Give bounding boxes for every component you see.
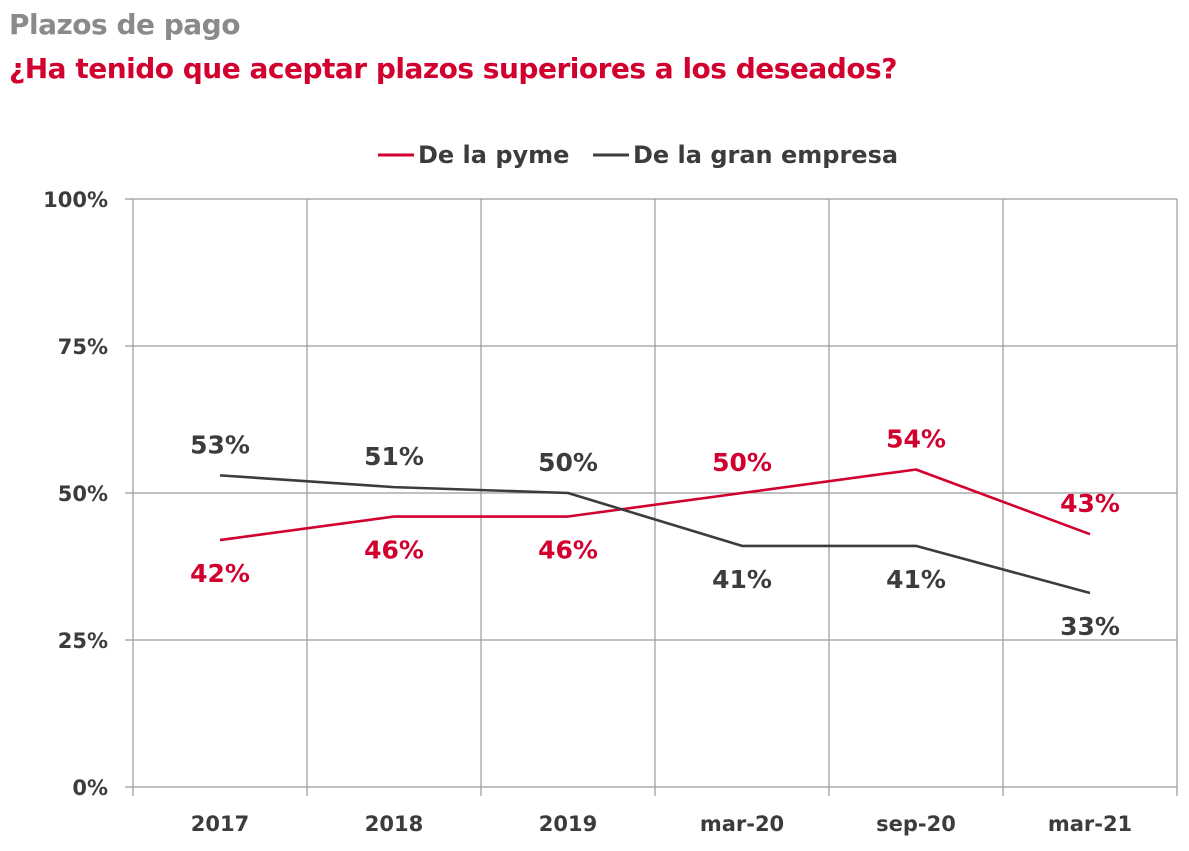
data-label: 41% (886, 565, 946, 594)
grid (125, 198, 1178, 796)
y-tick-label: 50% (58, 482, 108, 506)
axes: 0% 25% 50% 75% 100% 2017 2018 2019 mar-20 sep-20 m… (43, 188, 1132, 836)
data-label: 42% (190, 559, 250, 588)
y-tick-label: 100% (43, 188, 108, 212)
x-tick-label: sep-20 (876, 812, 956, 836)
legend-label: De la gran empresa (633, 141, 898, 169)
data-label: 46% (364, 536, 424, 565)
legend-label: De la pyme (418, 141, 569, 169)
y-tick-label: 75% (58, 335, 108, 359)
data-label: 50% (538, 448, 598, 477)
series (219, 468, 1091, 595)
data-label: 41% (712, 565, 772, 594)
data-label: 46% (538, 536, 598, 565)
x-tick-label: 2019 (539, 812, 597, 836)
series-line-gran-empresa (219, 474, 1091, 595)
y-tick-label: 0% (72, 776, 108, 800)
data-label: 43% (1060, 489, 1120, 518)
x-tick-label: 2018 (365, 812, 423, 836)
data-label: 33% (1060, 612, 1120, 641)
chart-supertitle: Plazos de pago (9, 8, 240, 41)
x-tick-label: mar-20 (700, 812, 784, 836)
data-label: 53% (190, 430, 250, 459)
x-tick-label: 2017 (191, 812, 249, 836)
series-line-pyme (219, 468, 1091, 542)
y-tick-label: 25% (58, 629, 108, 653)
data-label: 51% (364, 442, 424, 471)
legend: De la pyme De la gran empresa (378, 141, 898, 169)
data-label: 54% (886, 424, 946, 453)
chart-title: ¿Ha tenido que aceptar plazos superiores… (9, 52, 897, 85)
x-tick-label: mar-21 (1048, 812, 1132, 836)
data-labels: 42% 46% 46% 50% 54% 43% 53% 51% 50% 41% 41% 33% (190, 424, 1120, 640)
data-label: 50% (712, 448, 772, 477)
